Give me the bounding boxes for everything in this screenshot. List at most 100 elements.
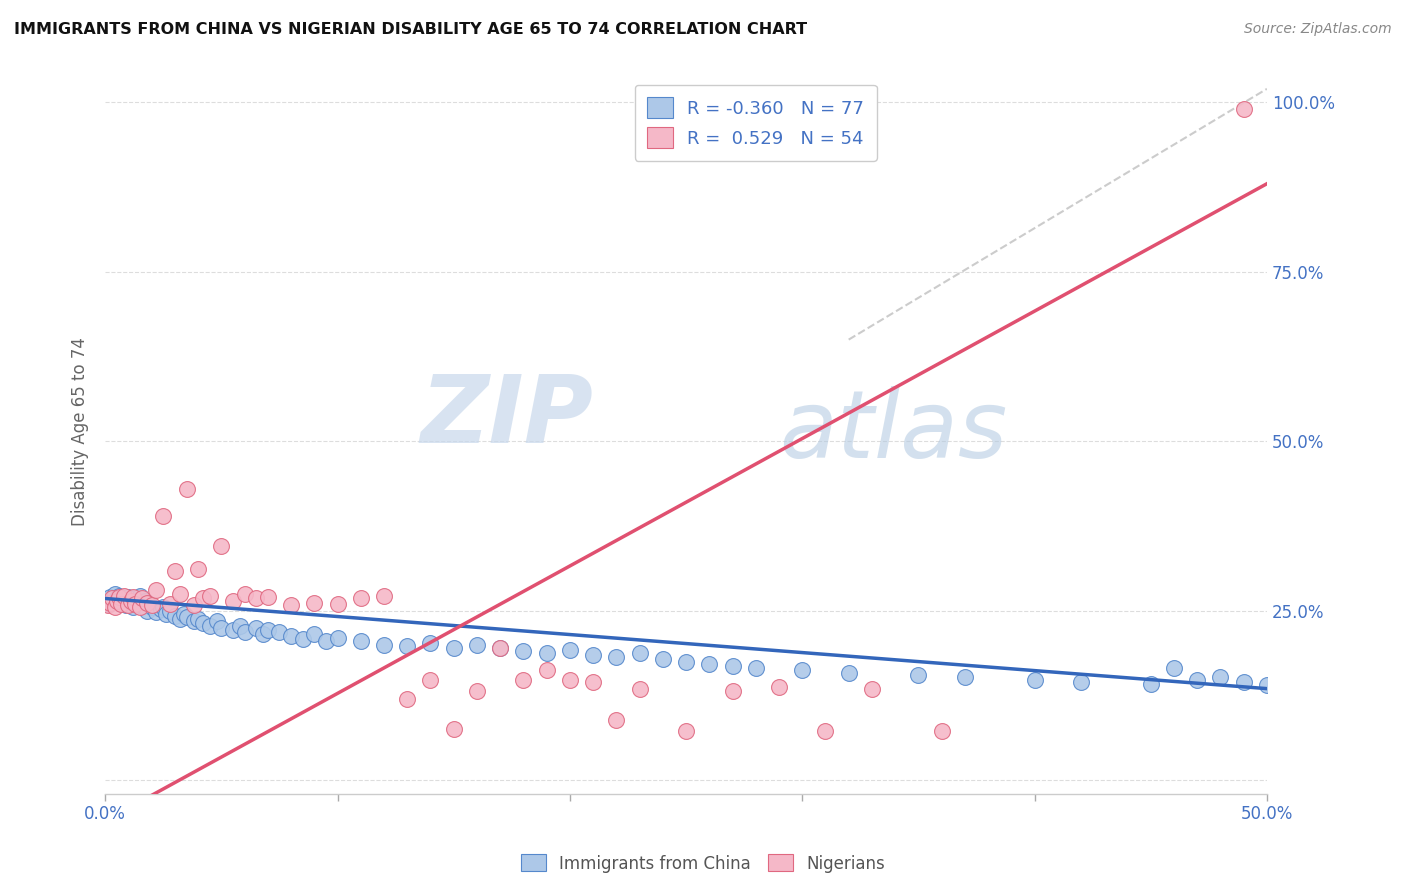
Point xyxy=(198,589,221,603)
Point xyxy=(145,583,167,598)
Point xyxy=(489,640,512,655)
Point xyxy=(1209,670,1232,684)
Point xyxy=(1070,674,1092,689)
Point xyxy=(98,596,121,610)
Point xyxy=(117,590,139,604)
Point xyxy=(536,663,558,677)
Point xyxy=(191,591,214,606)
Point xyxy=(209,621,232,635)
Point xyxy=(605,649,627,664)
Point xyxy=(443,640,465,655)
Point xyxy=(1024,673,1046,687)
Text: ZIP: ZIP xyxy=(420,370,593,463)
Point xyxy=(136,604,159,618)
Point xyxy=(350,634,373,648)
Point xyxy=(176,482,198,496)
Point xyxy=(105,593,128,607)
Point xyxy=(103,587,125,601)
Point xyxy=(152,600,174,615)
Point xyxy=(120,593,142,607)
Point xyxy=(183,614,205,628)
Point xyxy=(124,597,146,611)
Point xyxy=(122,600,145,615)
Point xyxy=(953,670,976,684)
Point xyxy=(252,627,274,641)
Point xyxy=(233,625,256,640)
Point xyxy=(205,614,228,628)
Point xyxy=(127,597,149,611)
Point xyxy=(465,638,488,652)
Point xyxy=(96,597,118,611)
Point xyxy=(373,589,395,603)
Point xyxy=(141,599,163,613)
Point xyxy=(108,589,131,603)
Point xyxy=(108,590,131,604)
Point xyxy=(209,539,232,553)
Point xyxy=(675,724,697,739)
Point xyxy=(838,666,860,681)
Point xyxy=(315,634,337,648)
Point xyxy=(860,681,883,696)
Point xyxy=(138,597,160,611)
Point xyxy=(721,659,744,673)
Point xyxy=(675,655,697,669)
Point xyxy=(257,590,280,604)
Point xyxy=(768,680,790,694)
Point xyxy=(149,602,172,616)
Point xyxy=(163,565,186,579)
Point xyxy=(131,599,153,613)
Point xyxy=(907,668,929,682)
Point xyxy=(373,638,395,652)
Point xyxy=(112,593,135,607)
Point xyxy=(628,646,651,660)
Point xyxy=(291,632,314,647)
Point xyxy=(1233,674,1256,689)
Point xyxy=(512,673,534,687)
Point xyxy=(124,591,146,606)
Point xyxy=(229,618,252,632)
Point xyxy=(326,597,349,611)
Point xyxy=(176,610,198,624)
Point xyxy=(103,600,125,615)
Point xyxy=(512,644,534,658)
Point xyxy=(115,599,138,613)
Point xyxy=(222,623,245,637)
Point xyxy=(582,648,605,662)
Point xyxy=(136,596,159,610)
Text: Source: ZipAtlas.com: Source: ZipAtlas.com xyxy=(1244,22,1392,37)
Point xyxy=(558,643,581,657)
Point xyxy=(183,599,205,613)
Point xyxy=(1163,661,1185,675)
Point xyxy=(222,593,245,607)
Point xyxy=(1256,678,1278,692)
Point xyxy=(814,724,837,739)
Point xyxy=(110,597,132,611)
Point xyxy=(110,597,132,611)
Point xyxy=(129,589,152,603)
Point xyxy=(155,607,177,621)
Point xyxy=(628,681,651,696)
Point xyxy=(792,663,814,677)
Point xyxy=(396,691,419,706)
Point xyxy=(396,639,419,653)
Point xyxy=(105,591,128,606)
Legend: R = -0.360   N = 77, R =  0.529   N = 54: R = -0.360 N = 77, R = 0.529 N = 54 xyxy=(636,85,877,161)
Point xyxy=(141,600,163,615)
Point xyxy=(304,627,326,641)
Point xyxy=(98,590,121,604)
Point xyxy=(131,591,153,606)
Point xyxy=(187,562,209,576)
Point xyxy=(326,631,349,645)
Point xyxy=(152,508,174,523)
Point xyxy=(558,673,581,687)
Point xyxy=(198,618,221,632)
Point xyxy=(129,600,152,615)
Point xyxy=(134,593,156,607)
Point xyxy=(745,661,768,675)
Point xyxy=(280,599,302,613)
Point xyxy=(1185,673,1208,687)
Point xyxy=(419,636,441,650)
Point xyxy=(269,625,291,640)
Point xyxy=(443,723,465,737)
Point xyxy=(536,646,558,660)
